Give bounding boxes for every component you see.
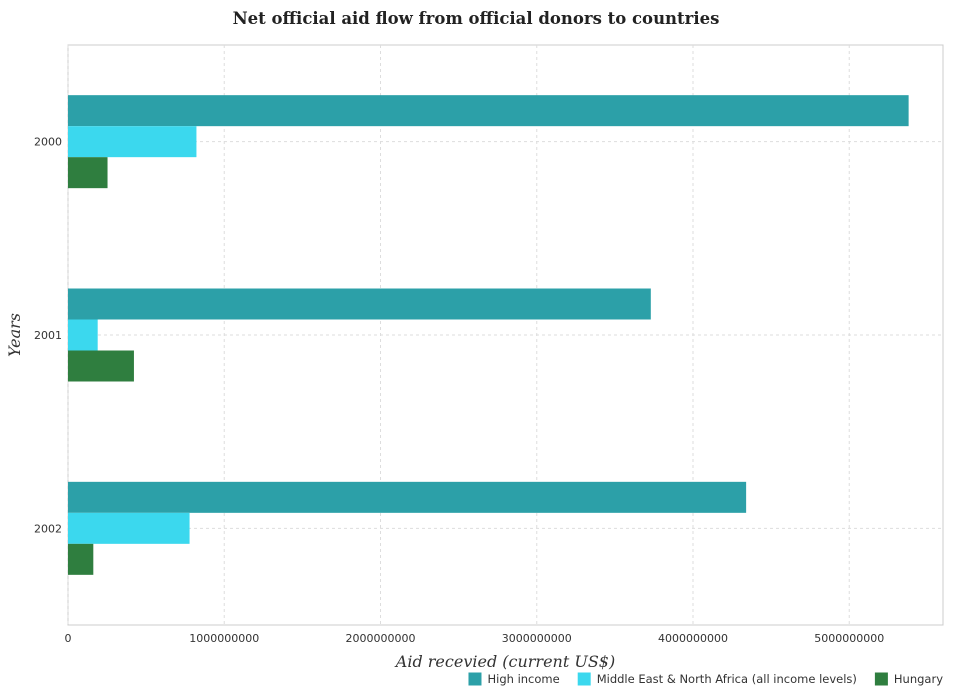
bars-group — [68, 95, 909, 575]
legend-label-hungary: Hungary — [894, 672, 943, 686]
x-tick-labels: 0 1000000000 2000000000 3000000000 400000000… — [65, 632, 885, 645]
legend-label-middle-east-north-africa-all-income-levels: Middle East & North Africa (all income l… — [597, 672, 857, 686]
bar-high-income-2001 — [68, 288, 651, 320]
x-tick-label: 1000000000 — [189, 632, 259, 645]
bar-middle-east-north-africa-all-income-levels-2000 — [68, 126, 197, 158]
plot-area — [67, 44, 944, 626]
bar-middle-east-north-africa-all-income-levels-2002 — [68, 512, 190, 544]
x-tick-label: 2000000000 — [346, 632, 416, 645]
chart-title: Net official aid flow from official dono… — [233, 9, 720, 28]
bar-middle-east-north-africa-all-income-levels-2001 — [68, 319, 98, 351]
legend-swatch-middle-east-north-africa-all-income-levels — [577, 672, 591, 686]
x-tick-label: 4000000000 — [658, 632, 728, 645]
legend-swatch-hungary — [874, 672, 888, 686]
bar-hungary-2000 — [68, 157, 108, 189]
legend: High income Middle East & North Africa (a… — [468, 672, 943, 686]
bar-hungary-2001 — [68, 350, 134, 382]
y-tick-label: 2001 — [34, 329, 62, 342]
bar-high-income-2000 — [68, 95, 909, 127]
x-tick-label: 3000000000 — [502, 632, 572, 645]
x-tick-label: 0 — [65, 632, 72, 645]
x-tick-label: 5000000000 — [814, 632, 884, 645]
y-tick-labels: 2000 2001 2002 — [34, 136, 62, 536]
y-tick-label: 2002 — [34, 522, 62, 535]
legend-label-high-income: High income — [487, 672, 559, 686]
grid-lines — [67, 45, 943, 625]
y-tick-label: 2000 — [34, 136, 62, 149]
bar-hungary-2002 — [68, 543, 94, 575]
x-axis-label: Aid recevied (current US$) — [394, 652, 615, 671]
bar-high-income-2002 — [68, 481, 747, 513]
legend-swatch-high-income — [468, 672, 482, 686]
y-axis-label: Years — [5, 313, 24, 357]
